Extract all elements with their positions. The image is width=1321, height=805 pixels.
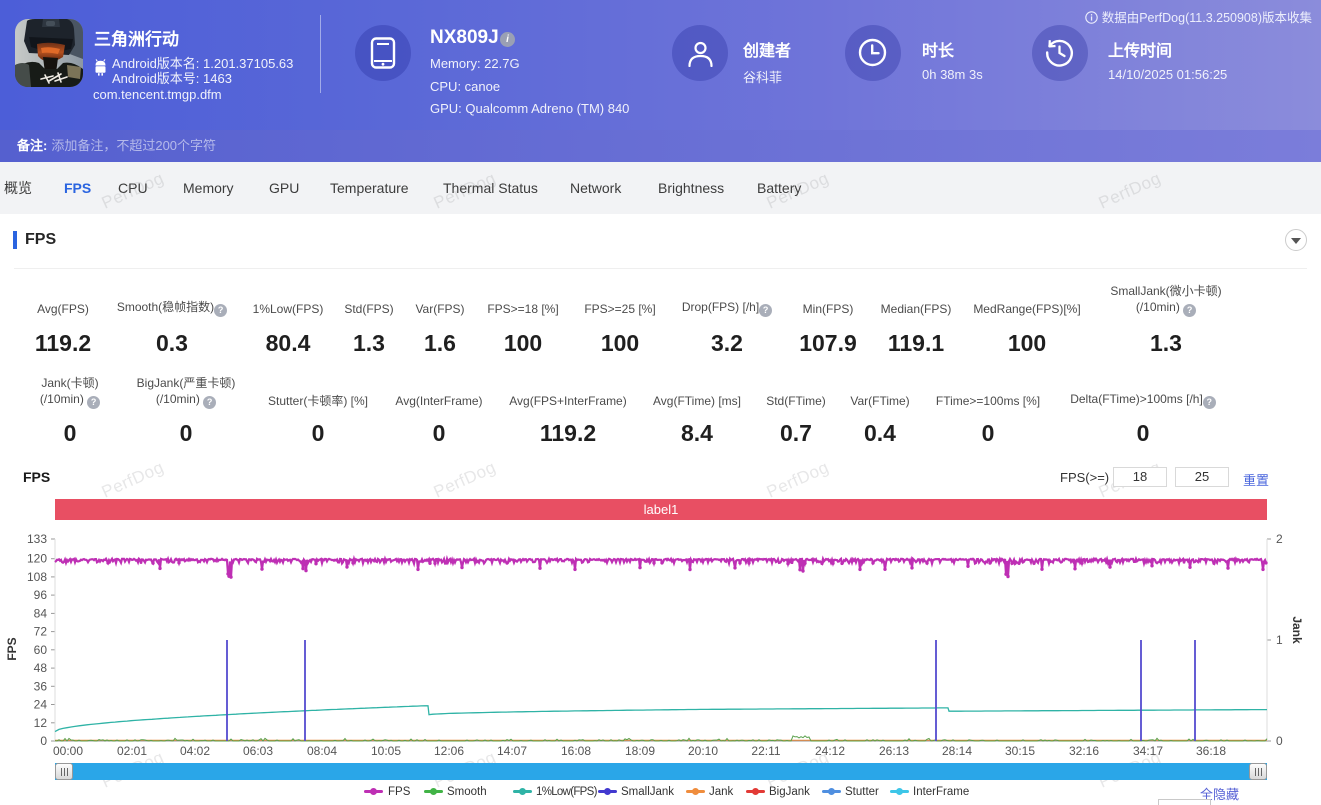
svg-text:1: 1 (1276, 633, 1283, 647)
svg-text:60: 60 (34, 643, 48, 657)
svg-text:26:13: 26:13 (879, 744, 909, 758)
svg-text:20:10: 20:10 (688, 744, 718, 758)
svg-text:04:02: 04:02 (180, 744, 210, 758)
svg-text:00:00: 00:00 (53, 744, 83, 758)
svg-text:36: 36 (34, 679, 48, 693)
svg-text:12:06: 12:06 (434, 744, 464, 758)
svg-text:12: 12 (34, 716, 48, 730)
svg-text:0: 0 (40, 734, 47, 748)
svg-text:Jank: Jank (1290, 616, 1304, 644)
svg-text:133: 133 (27, 532, 47, 546)
svg-text:2: 2 (1276, 532, 1283, 546)
svg-text:16:08: 16:08 (561, 744, 591, 758)
svg-text:32:16: 32:16 (1069, 744, 1099, 758)
svg-text:14:07: 14:07 (497, 744, 527, 758)
svg-text:22:11: 22:11 (751, 744, 780, 758)
svg-text:28:14: 28:14 (942, 744, 972, 758)
svg-text:30:15: 30:15 (1005, 744, 1035, 758)
svg-text:24:12: 24:12 (815, 744, 845, 758)
svg-text:36:18: 36:18 (1196, 744, 1226, 758)
svg-text:08:04: 08:04 (307, 744, 337, 758)
svg-text:10:05: 10:05 (371, 744, 401, 758)
svg-text:18:09: 18:09 (625, 744, 655, 758)
svg-text:48: 48 (34, 661, 48, 675)
svg-text:34:17: 34:17 (1133, 744, 1163, 758)
svg-text:84: 84 (34, 606, 48, 620)
svg-text:0: 0 (1276, 734, 1283, 748)
svg-text:96: 96 (34, 588, 48, 602)
svg-text:06:03: 06:03 (243, 744, 273, 758)
svg-text:108: 108 (27, 570, 47, 584)
svg-text:02:01: 02:01 (117, 744, 147, 758)
svg-text:FPS: FPS (5, 637, 19, 660)
svg-text:24: 24 (34, 698, 48, 712)
svg-text:72: 72 (34, 625, 48, 639)
svg-text:120: 120 (27, 552, 47, 566)
